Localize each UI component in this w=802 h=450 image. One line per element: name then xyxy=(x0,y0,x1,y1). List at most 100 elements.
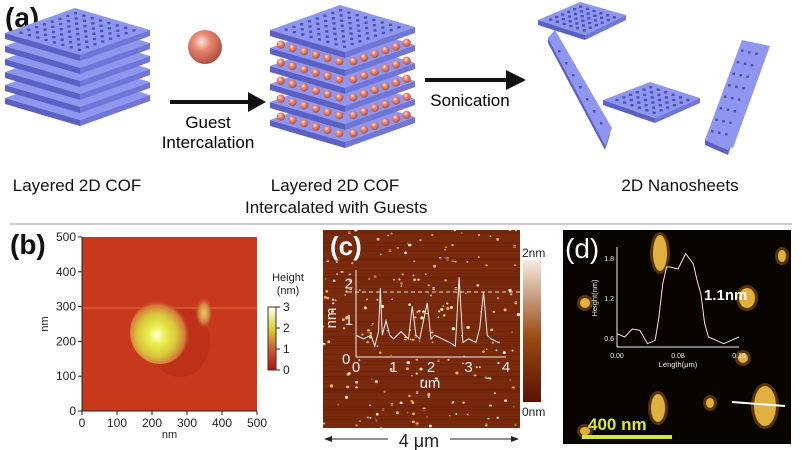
x-tick-label: 100 xyxy=(107,416,127,430)
caption-nanosheets: 2D Nanosheets xyxy=(621,176,739,195)
guest-molecule xyxy=(391,60,401,69)
x-tick-label: 400 xyxy=(212,416,232,430)
y-axis-label: Height(nm) xyxy=(590,279,599,317)
x-tick-label: 0 xyxy=(352,359,360,376)
guest-molecule xyxy=(323,125,332,135)
height-annotation: 1.1nm xyxy=(704,287,747,304)
height-profile-line xyxy=(616,252,740,345)
guest-molecule xyxy=(381,81,390,91)
guest-molecule xyxy=(323,89,332,99)
guest-molecule xyxy=(391,42,401,51)
flake xyxy=(706,398,714,408)
panel-c-afm-map: 0 1 2 3 4 1 2 0 um nm 2nm 0nm (c) 4 μm xyxy=(323,230,545,450)
guest-molecule xyxy=(349,128,358,138)
panel-d-afm-map: 0.00 0.08 0.16 0.6 1.2 1.8 Length(μm) Height(nm… xyxy=(563,230,791,444)
x-axis-label: Length(μm) xyxy=(659,360,698,369)
layered-cof-stack xyxy=(5,8,150,126)
y-tick-label: 300 xyxy=(56,300,76,314)
x-tick-label: 0.16 xyxy=(732,353,746,360)
guest-molecule xyxy=(349,74,358,84)
sheet xyxy=(603,82,700,118)
guest-molecule xyxy=(402,56,411,66)
y-tick-label: 100 xyxy=(56,369,76,383)
x-tick-label: 0 xyxy=(79,416,86,430)
guest-molecule xyxy=(359,89,369,98)
x-tick-label: 200 xyxy=(142,416,162,430)
flake xyxy=(653,235,667,271)
flake xyxy=(580,298,590,308)
y-axis-label: nm xyxy=(323,308,340,329)
guest-molecule xyxy=(381,63,390,73)
guest-molecule xyxy=(349,110,358,120)
x-tick-label: 500 xyxy=(247,416,267,430)
guest-molecule xyxy=(402,110,411,120)
guest-molecule xyxy=(370,85,379,95)
sheet xyxy=(5,8,150,55)
caption-intercalated-line1: Layered 2D COF xyxy=(270,176,400,195)
guest-molecule xyxy=(402,74,411,84)
x-tick-label: 1 xyxy=(389,359,397,376)
guest-molecule xyxy=(311,86,321,95)
guest-molecule xyxy=(381,99,390,109)
y-tick-label: 0.6 xyxy=(604,336,614,343)
colorbar-max: 2nm xyxy=(522,246,545,260)
arrow2-text: Sonication xyxy=(430,91,509,110)
afm-feature xyxy=(130,300,190,364)
colorbar-tick-label: 0 xyxy=(283,363,290,377)
guest-molecule xyxy=(276,94,286,103)
scale-bar xyxy=(582,435,672,439)
guest-molecule xyxy=(323,71,332,81)
panel-c-label: (c) xyxy=(330,231,362,261)
flake xyxy=(778,250,786,262)
colorbar-min: 0nm xyxy=(522,405,545,419)
flake xyxy=(754,386,776,426)
guest-molecule xyxy=(402,38,411,48)
guest-molecule xyxy=(299,101,309,110)
sonication-arrow xyxy=(425,70,526,90)
guest-molecule xyxy=(349,56,358,66)
y-tick-label: 0 xyxy=(69,404,76,418)
guest-molecule xyxy=(288,61,297,71)
guest-molecule xyxy=(334,93,344,102)
sheet xyxy=(270,5,415,52)
colorbar xyxy=(267,306,277,371)
guest-molecule xyxy=(391,114,401,123)
flake xyxy=(738,353,748,363)
colorbar-title-line1: Height xyxy=(272,272,304,284)
x-tick-label: 300 xyxy=(177,416,197,430)
guest-molecule xyxy=(276,112,286,121)
y-tick-label: 200 xyxy=(56,334,76,348)
guest-molecule xyxy=(349,92,358,102)
colorbar xyxy=(523,260,541,402)
flake xyxy=(651,394,665,422)
x-tick-label: 2 xyxy=(427,359,435,376)
guest-molecule xyxy=(381,117,390,127)
y-tick-label: 1 xyxy=(345,312,353,329)
guest-molecule xyxy=(288,43,297,53)
guest-molecule xyxy=(334,129,344,138)
height-profile-line xyxy=(355,277,499,348)
guest-molecule xyxy=(311,68,321,77)
guest-molecule xyxy=(370,49,379,59)
x-axis-label: nm xyxy=(162,429,177,441)
guest-molecule xyxy=(323,53,332,63)
guest-molecule xyxy=(288,79,297,89)
colorbar-title-line2: (nm) xyxy=(277,285,300,297)
y-tick-label: 400 xyxy=(56,265,76,279)
colorbar-tick-label: 3 xyxy=(283,300,290,314)
guest-molecule xyxy=(311,50,321,59)
guest-molecule xyxy=(276,76,286,85)
panel-b-afm-map: 0 100 200 300 400 500 0 100 200 300 400 500 nm nm Hei… xyxy=(40,230,304,441)
nanosheets xyxy=(538,2,770,155)
guest-molecule xyxy=(311,104,321,113)
y-axis-label: nm xyxy=(40,316,51,331)
flake xyxy=(739,288,755,308)
y-origin-label: 0 xyxy=(342,351,350,368)
guest-molecule xyxy=(276,40,286,49)
caption-layered-cof: Layered 2D COF xyxy=(12,176,142,195)
y-tick-label: 1.8 xyxy=(604,256,614,263)
sheet xyxy=(538,2,626,35)
guest-molecule xyxy=(334,75,344,84)
panel-a-schematic: Guest Intercalation Sonication xyxy=(5,2,792,225)
x-tick-label: 3 xyxy=(464,359,472,376)
